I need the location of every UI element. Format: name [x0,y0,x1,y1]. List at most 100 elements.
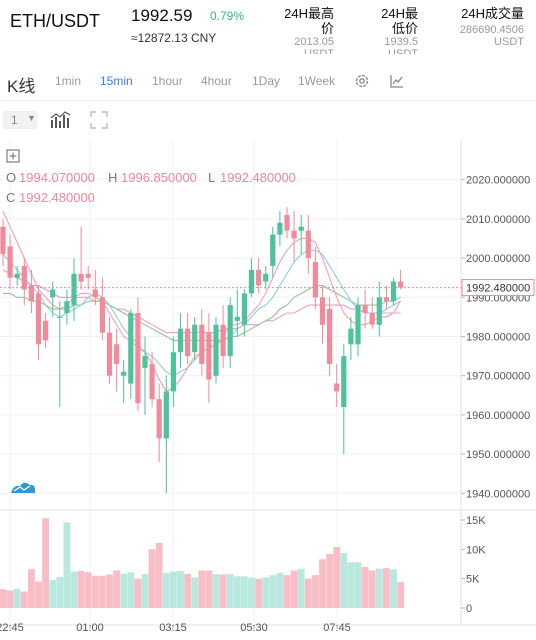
volume-bar [304,578,312,608]
price-tick-label: 1960.000000 [466,410,530,422]
timeframe-1hour[interactable]: 1hour [152,74,183,88]
volume-bar [326,554,333,608]
price-tick-label: 1940.000000 [466,488,530,500]
chart-count-select[interactable]: 1 ▼ [3,111,37,129]
candle-body [106,332,113,376]
volume-bar [347,562,355,608]
volume-bar [84,572,92,608]
volume-bar [361,566,369,608]
volume-24h-value: 286690.4506 [459,24,524,36]
volume-bar [28,569,35,608]
volume-bar [368,570,376,608]
bar-chart-icon[interactable] [50,111,72,129]
volume-bar [170,571,177,608]
volume-bar [340,552,348,608]
volume-24h-label: 24H成交量 [461,6,524,21]
candle-body [270,234,276,266]
volume-bar [35,581,42,608]
candle-body [192,324,198,353]
candle-body [156,399,162,439]
price-tick-label: 2010.000000 [466,214,530,226]
candle-body [383,297,389,302]
volume-bar [49,579,57,608]
low-24h-unit: USDT [388,48,418,54]
candle-body [241,293,247,325]
gear-icon[interactable] [354,73,370,89]
candle-body [121,371,127,376]
candle-body [43,320,49,341]
candle-body [57,316,63,318]
volume-bar [205,570,213,608]
volume-bar [333,546,341,608]
ohlc-open-label: O [6,170,16,185]
volume-bar [241,576,248,608]
current-price-label: 1992.480000 [466,283,530,295]
volume-bar [70,571,78,608]
pair-name[interactable]: ETH/USDT [10,11,100,31]
ohlc-high-value: 1996.850000 [121,170,197,185]
plus-box-icon[interactable] [6,149,20,163]
candle-body [319,297,326,325]
candle-body [348,328,354,345]
expand-icon[interactable] [90,111,108,129]
timeframe-1day[interactable]: 1Day [252,74,281,88]
volume-bar [312,575,319,608]
low-24h-value: 1939.5 [384,36,418,48]
candle-body [114,344,120,364]
candle-body [398,281,404,288]
price-tick-label: 2020.000000 [466,175,530,187]
ohlc-high-label: H [108,170,117,185]
volume-bar [233,576,241,608]
candle-body [21,265,27,290]
volume-bar [127,572,135,608]
line-chart-icon[interactable] [389,73,405,89]
candle-body [35,293,42,345]
volume-bar [134,578,142,608]
timeframe-15min[interactable]: 15min [100,74,133,88]
volume-bar [390,569,397,608]
kline-title[interactable]: K线 [7,77,36,96]
last-price: 1992.59 [131,6,193,25]
candle-body [305,230,311,259]
timeframe-1min[interactable]: 1min [55,74,82,88]
volume-bar [198,570,206,608]
candle-body [28,285,34,302]
kline-chart[interactable]: 2020.0000002010.0000002000.0000001990.00… [0,140,536,640]
candle-body [163,391,169,439]
volume-bar [262,577,270,608]
candle-body [128,312,134,384]
ohlc-legend: O 1994.070000 H 1996.850000 L 1992.48000… [6,170,296,205]
volume-bar [63,522,71,608]
price-change: 0.79% [210,9,245,23]
timeframe-4hour[interactable]: 4hour [201,74,232,88]
ohlc-low-value: 1992.480000 [220,170,296,185]
chart-grid [0,140,536,626]
volume-bar [155,542,163,608]
volume-bar [212,573,220,608]
volume-bar [141,573,149,608]
candle-body [85,273,91,278]
candle-body [0,226,6,255]
volume-bar [276,572,284,608]
price-tick-label: 1950.000000 [466,449,530,461]
low-24h: 24H最 低价 1939.5 USDT [370,6,418,54]
volume-bar [113,570,120,608]
candlesticks [0,207,404,494]
candle-body [312,262,318,298]
volume-bar [120,573,128,608]
volume-bar [319,559,326,608]
candle-body [248,269,255,294]
ticker-header: ETH/USDT 1992.59 0.79% ≈12872.13 CNY 24H… [0,0,536,64]
candle-body [341,356,347,408]
candle-body [7,246,13,278]
volume-bar [77,571,85,608]
volume-bar [226,573,234,608]
volume-bar [255,578,262,608]
candle-body [376,297,382,325]
candle-body [99,297,105,333]
timeframe-1week[interactable]: 1Week [298,74,336,88]
volume-bar [219,574,227,608]
volume-bar [177,571,184,608]
ohlc-close-label: C [6,190,15,205]
volume-bar [99,575,106,608]
